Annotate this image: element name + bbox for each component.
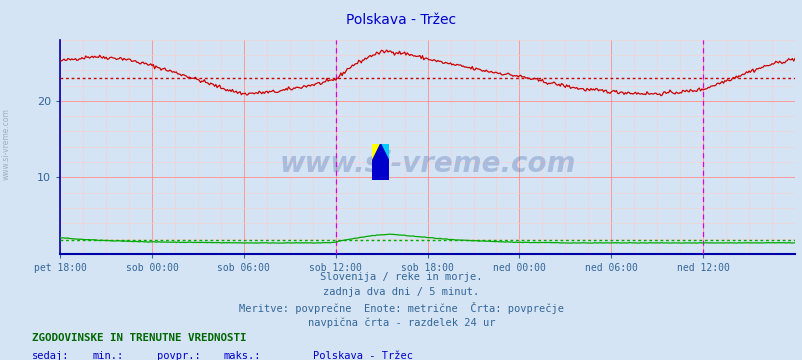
Polygon shape — [380, 144, 389, 162]
Text: www.si-vreme.com: www.si-vreme.com — [2, 108, 11, 180]
Text: ZGODOVINSKE IN TRENUTNE VREDNOSTI: ZGODOVINSKE IN TRENUTNE VREDNOSTI — [32, 333, 246, 343]
Polygon shape — [371, 144, 389, 180]
Text: zadnja dva dni / 5 minut.: zadnja dva dni / 5 minut. — [323, 287, 479, 297]
Text: min.:: min.: — [92, 351, 124, 360]
Text: Slovenija / reke in morje.: Slovenija / reke in morje. — [320, 272, 482, 282]
Text: Polskava - Tržec: Polskava - Tržec — [313, 351, 413, 360]
Text: Meritve: povprečne  Enote: metrične  Črta: povprečje: Meritve: povprečne Enote: metrične Črta:… — [239, 302, 563, 314]
Text: maks.:: maks.: — [223, 351, 261, 360]
Text: www.si-vreme.com: www.si-vreme.com — [279, 150, 575, 178]
Text: sedaj:: sedaj: — [32, 351, 70, 360]
Text: povpr.:: povpr.: — [156, 351, 200, 360]
Polygon shape — [371, 144, 380, 162]
Text: Polskava - Tržec: Polskava - Tržec — [346, 13, 456, 27]
Text: navpična črta - razdelek 24 ur: navpična črta - razdelek 24 ur — [307, 317, 495, 328]
